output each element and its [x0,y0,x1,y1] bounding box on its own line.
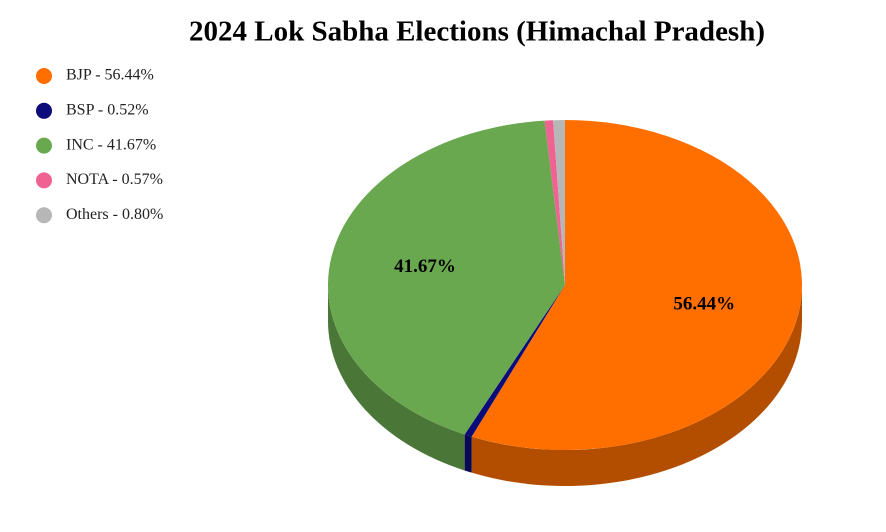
legend-marker [36,68,52,84]
slice-side [471,285,802,486]
slice [553,120,565,285]
slice [471,120,802,451]
legend-marker [36,207,52,224]
legend-label: NOTA - 0.57% [66,171,163,188]
slice-side [464,434,472,473]
slice [464,285,565,437]
legend-marker [36,172,52,189]
data-label: 41.67% [394,256,456,277]
legend-label: INC - 41.67% [66,136,156,153]
slice [328,120,565,435]
legend-label: Others - 0.80% [66,206,163,223]
data-label: 56.44% [673,293,735,314]
slice-side [328,285,465,471]
legend-marker [36,102,52,119]
legend-marker [36,137,52,154]
chart-title: 2024 Lok Sabha Elections (Himachal Prade… [189,16,765,48]
legend-label: BSP - 0.52% [66,101,149,118]
slice [544,120,565,285]
legend-label: BJP - 56.44% [66,67,154,84]
